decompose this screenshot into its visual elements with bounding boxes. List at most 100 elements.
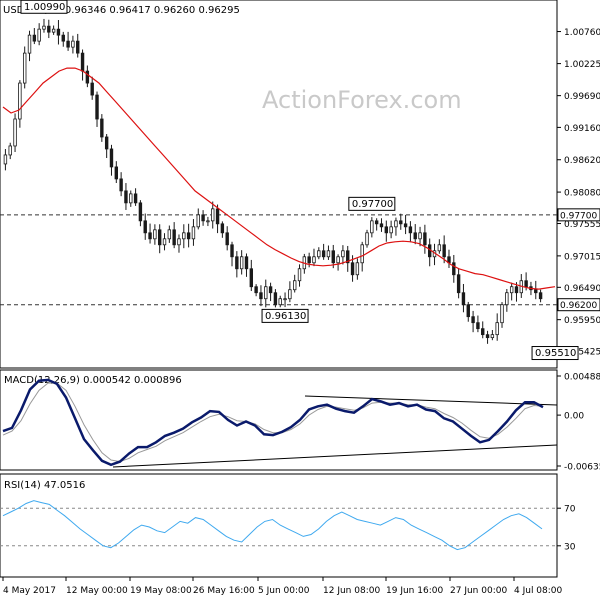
price-tick-label: 0.99690 [564,92,600,102]
candle-body [56,28,61,36]
candle-body [157,229,162,246]
candle-body [177,238,181,246]
candle-body [95,94,99,120]
candle-body [355,262,360,276]
candle-body [37,28,41,42]
level-tag-label: 0.97700 [560,211,597,221]
candle-body [143,220,147,234]
candle-body [360,244,364,264]
symbol-line: USDCHF,H4 0.96346 0.96417 0.96260 0.9629… [3,5,240,16]
candle-body [259,292,263,300]
price-label-box [348,196,396,211]
price-tick-label: 0.98080 [564,189,600,199]
candle-body [490,334,495,339]
candle-body [66,40,70,48]
price-panel: ActionForex.com USDCHF,H4 0.96346 0.9641… [0,0,600,369]
candle-body [321,250,326,258]
candle-body [124,190,128,204]
time-tick-label: 4 Jul 08:00 [514,586,563,596]
candle-body [461,292,466,306]
macd-panel: MACD(12,26,9) 0.000542 0.000896 0.004883… [0,369,600,473]
rsi-line [2,500,543,551]
candle-body [297,268,302,282]
candle-body [283,298,287,301]
candle-body [514,286,519,294]
level-tag-box [557,208,600,222]
time-tick-label: 19 May 08:00 [130,586,192,596]
candle-body [331,250,335,264]
candle-body [220,223,225,234]
candle-body [500,304,504,324]
candle-body [466,304,470,318]
macd-line [2,378,544,467]
candle-body [167,229,172,240]
price-tick-label: 0.98620 [564,156,600,166]
price-label-text: 1.00990 [24,2,65,13]
candle-body [452,262,456,276]
time-axis: 4 May 2017 12 May 00:00 19 May 08:00 26 May… [2,577,563,596]
candle-body [235,256,239,270]
rsi-levels [0,507,557,547]
candle-body [196,214,200,228]
candle-body [182,232,186,240]
candle-body [505,292,509,306]
current-price-box [557,298,600,312]
candle-body [119,178,123,192]
candle-body [524,280,528,288]
candle-body [307,256,311,264]
candle-body [423,232,427,246]
price-label-box [261,308,309,323]
macd-title: MACD(12,26,9) 0.000542 0.000896 [4,375,182,386]
candle-body [346,250,350,264]
candle-body [80,52,85,72]
candle-body [186,232,191,240]
time-tick-label: 4 May 2017 [3,586,56,596]
candle-body [394,220,398,228]
candle-body [61,34,65,42]
time-tick-label: 12 Jun 08:00 [323,586,380,596]
candle-body [408,226,413,234]
time-tick-label: 26 May 16:00 [193,586,255,596]
candle-body [317,250,321,258]
macd-tick-label: -0.006354 [564,463,600,473]
price-tick-label: 0.97555 [564,220,600,230]
price-label-text: 0.96130 [265,311,306,322]
candle-body [206,220,210,223]
time-tick-label: 19 Jun 16:00 [386,586,443,596]
candle-body [495,322,499,336]
candle-body [133,193,138,204]
candle-body [172,229,176,246]
price-tick-label: 1.00760 [564,28,600,38]
candle-body [191,226,196,240]
candle-body [336,256,340,264]
price-label-box [20,0,68,14]
macd-trendlines [112,395,558,468]
candle-body [230,244,234,258]
candle-body [3,154,8,165]
candle-body [47,25,51,33]
candle-body [485,334,490,339]
candle-body [239,256,244,270]
time-tick-label: 27 Jun 00:00 [450,586,507,596]
macd-signal-line [2,382,544,463]
candle-body [413,232,417,240]
candle-body [104,136,109,150]
price-tick-label: 0.96490 [564,284,600,294]
watermark: ActionForex.com [262,86,462,114]
candle-body [225,232,229,246]
macd-axis: 0.004883 0.00 -0.006354 [557,373,600,473]
time-tick-label: 5 Jun 00:00 [258,586,310,596]
price-label-box [531,346,579,361]
candle-body [273,292,278,306]
candle-body [254,286,258,294]
candle-body [471,316,475,324]
macd-lower-trendline [112,444,558,468]
candle-body [90,82,94,96]
candle-body [51,28,56,33]
candle-body [437,244,442,252]
rsi-tick-label: 30 [564,542,576,552]
candle-body [32,34,37,42]
candle-body [18,82,22,120]
candle-body [481,328,485,336]
candle-body [365,232,369,246]
